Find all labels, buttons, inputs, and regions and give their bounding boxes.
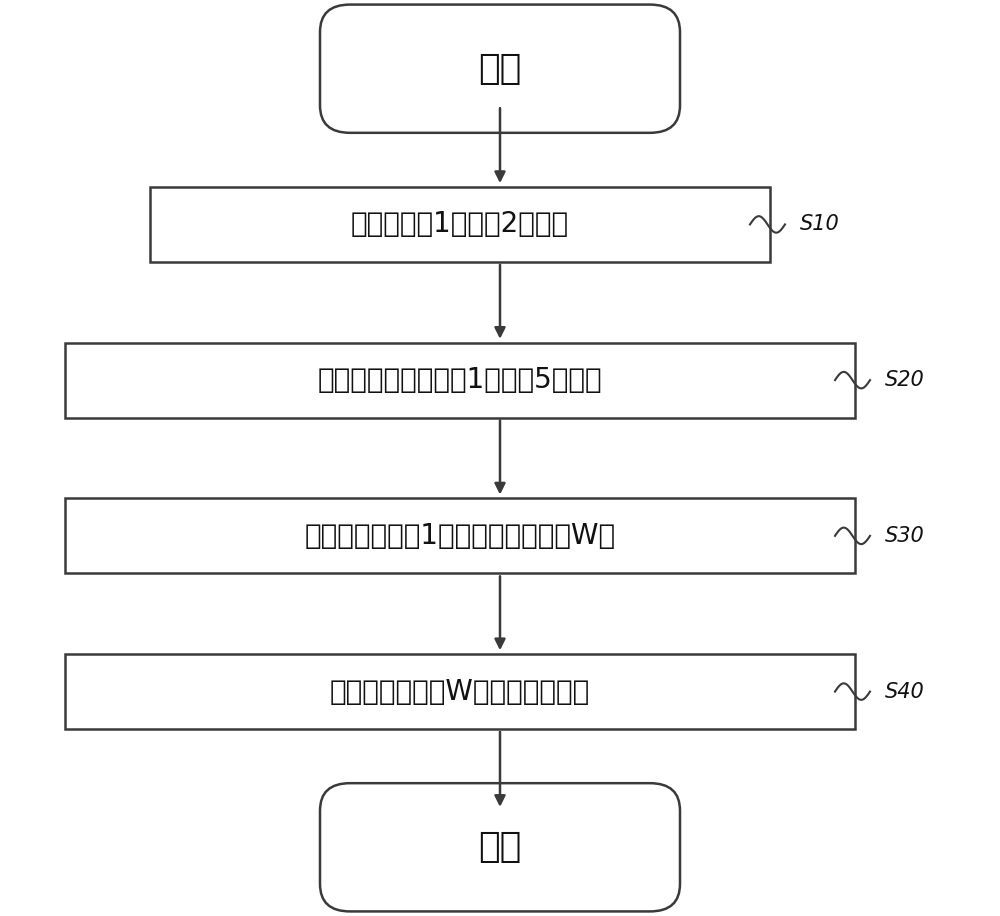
Text: 结束: 结束 <box>478 830 522 865</box>
Text: 利用钒头对工件W进行通孔的加工: 利用钒头对工件W进行通孔的加工 <box>330 678 590 705</box>
Text: 开始: 开始 <box>478 51 522 86</box>
Text: 对印刷基扨1进行刖2的加工: 对印刷基扨1进行刖2的加工 <box>351 211 569 238</box>
Bar <box>65 343 855 418</box>
FancyBboxPatch shape <box>320 5 680 133</box>
Text: 将多张印刷基扨1层叠、集中（工件W）: 将多张印刷基扨1层叠、集中（工件W） <box>304 522 616 550</box>
Text: S30: S30 <box>885 526 925 546</box>
Bar <box>65 498 855 573</box>
Text: S10: S10 <box>800 214 840 234</box>
Text: S40: S40 <box>885 682 925 702</box>
Bar <box>150 187 770 262</box>
FancyBboxPatch shape <box>320 783 680 911</box>
Text: 利用激光对印刷基扨1进行直5的加工: 利用激光对印刷基扨1进行直5的加工 <box>318 366 602 394</box>
Bar <box>65 654 855 729</box>
Text: S20: S20 <box>885 370 925 390</box>
